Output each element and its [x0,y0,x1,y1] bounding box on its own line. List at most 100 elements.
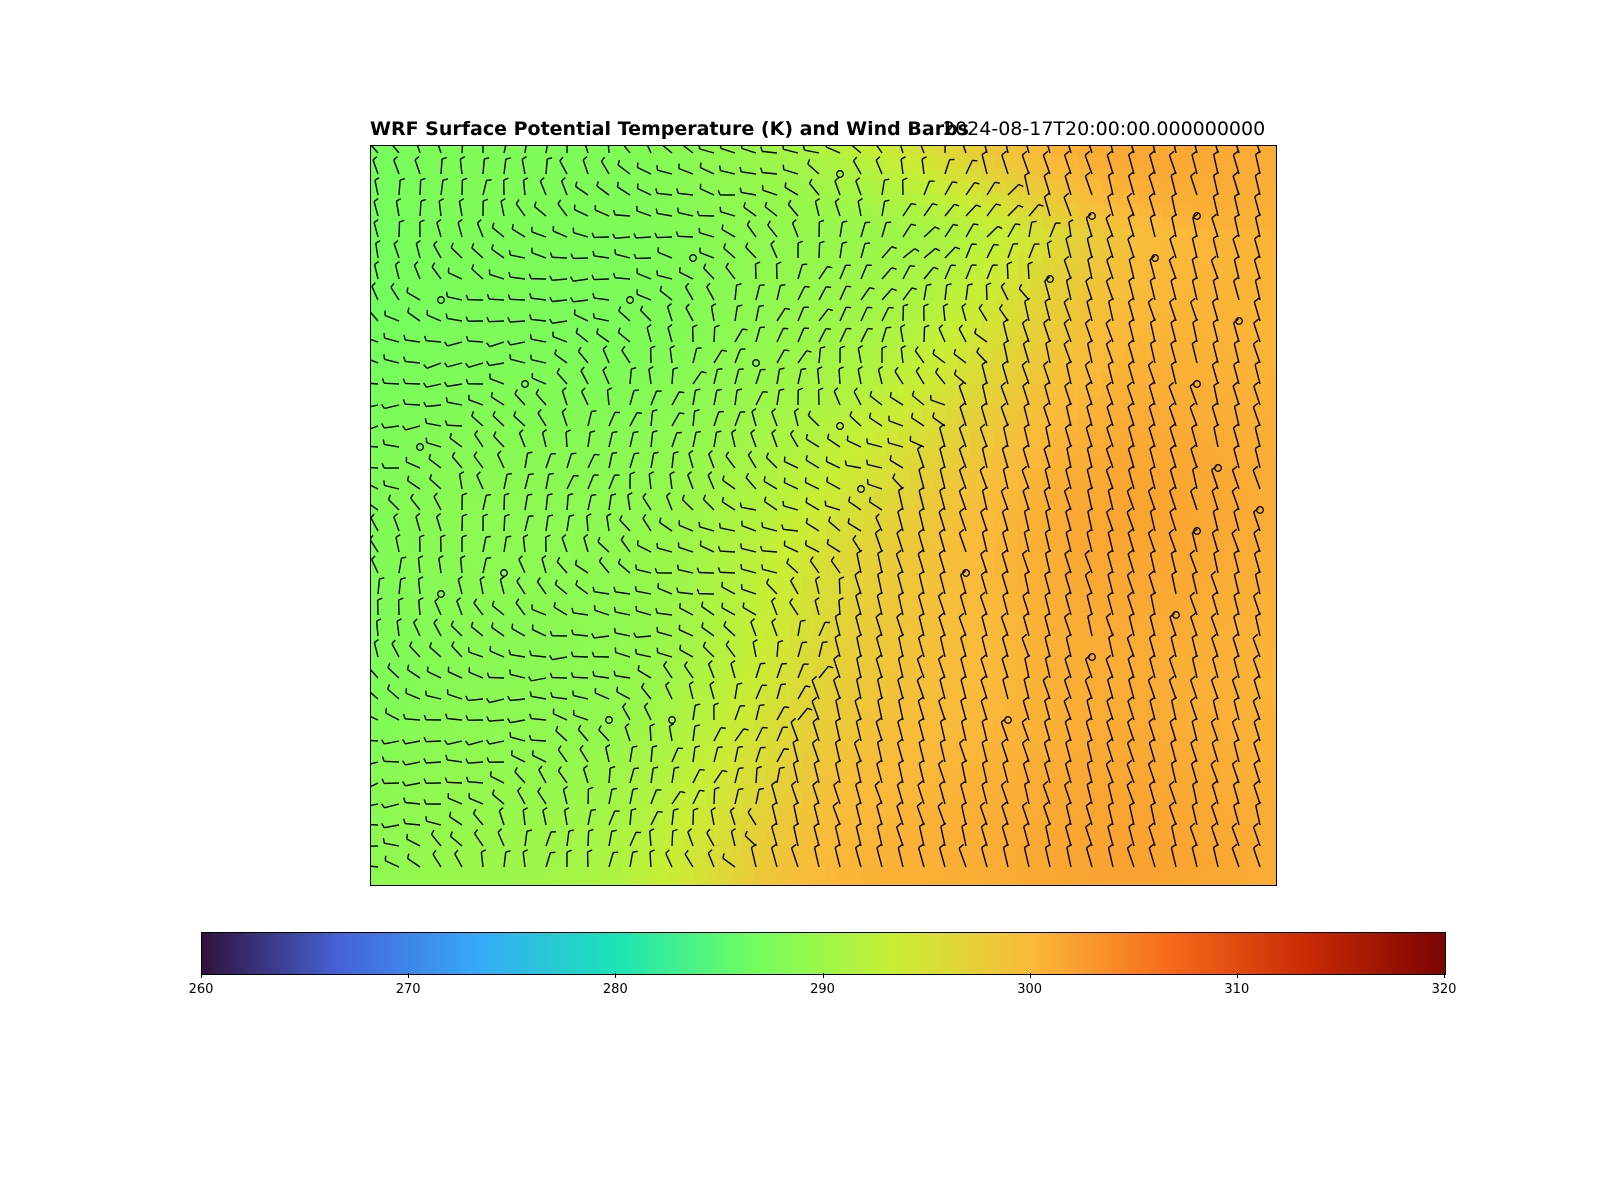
temperature-cell [586,481,599,494]
temperature-cell [430,721,443,734]
temperature-cell [466,169,479,182]
temperature-cell [970,637,983,650]
temperature-cell [1114,757,1127,770]
temperature-cell [490,577,503,590]
temperature-cell [670,289,683,302]
temperature-cell [538,205,551,218]
temperature-cell [1054,793,1067,806]
temperature-cell [1030,277,1043,290]
temperature-cell [994,541,1007,554]
temperature-cell [982,649,995,662]
temperature-cell [610,721,623,734]
temperature-cell [454,637,467,650]
temperature-cell [1234,229,1247,242]
temperature-cell [526,493,539,506]
temperature-cell [1258,517,1271,530]
temperature-cell [994,589,1007,602]
temperature-cell [382,373,395,386]
temperature-cell [922,637,935,650]
temperature-cell [1006,661,1019,674]
temperature-cell [370,781,383,794]
temperature-cell [610,637,623,650]
temperature-cell [634,529,647,542]
temperature-cell [682,721,695,734]
temperature-cell [370,589,383,602]
temperature-cell [982,421,995,434]
temperature-cell [754,145,767,158]
temperature-cell [826,229,839,242]
temperature-cell [1270,157,1277,170]
temperature-cell [886,505,899,518]
temperature-cell [718,709,731,722]
temperature-cell [1078,877,1091,886]
temperature-cell [826,409,839,422]
temperature-cell [1258,337,1271,350]
temperature-cell [646,373,659,386]
temperature-cell [382,553,395,566]
temperature-cell [970,349,983,362]
temperature-cell [886,553,899,566]
temperature-cell [1270,361,1277,374]
temperature-cell [970,277,983,290]
temperature-cell [562,805,575,818]
temperature-cell [1018,409,1031,422]
temperature-cell [658,769,671,782]
temperature-cell [754,289,767,302]
temperature-cell [970,601,983,614]
temperature-cell [814,493,827,506]
temperature-cell [406,469,419,482]
temperature-cell [1198,481,1211,494]
temperature-cell [1150,757,1163,770]
temperature-cell [574,289,587,302]
temperature-cell [382,769,395,782]
temperature-cell [778,181,791,194]
temperature-cell [1126,301,1139,314]
temperature-cell [790,649,803,662]
temperature-cell [550,781,563,794]
temperature-cell [1114,661,1127,674]
temperature-cell [1162,313,1175,326]
temperature-cell [1090,145,1103,158]
temperature-cell [622,157,635,170]
temperature-cell [1270,637,1277,650]
temperature-cell [1018,157,1031,170]
temperature-cell [658,865,671,878]
temperature-cell [646,481,659,494]
temperature-cell [1114,241,1127,254]
temperature-cell [418,373,431,386]
temperature-cell [406,433,419,446]
temperature-cell [622,349,635,362]
temperature-cell [1258,253,1271,266]
temperature-cell [886,541,899,554]
temperature-cell [946,793,959,806]
temperature-cell [1114,709,1127,722]
temperature-cell [514,325,527,338]
temperature-cell [982,397,995,410]
temperature-cell [862,793,875,806]
temperature-cell [1066,589,1079,602]
temperature-cell [1078,181,1091,194]
temperature-cell [1054,529,1067,542]
temperature-cell [1174,505,1187,518]
temperature-cell [970,757,983,770]
temperature-cell [574,589,587,602]
temperature-cell [670,565,683,578]
temperature-cell [514,517,527,530]
temperature-cell [766,385,779,398]
temperature-cell [826,241,839,254]
temperature-cell [538,313,551,326]
temperature-cell [946,649,959,662]
temperature-cell [382,565,395,578]
temperature-cell [598,469,611,482]
temperature-cell [514,373,527,386]
temperature-cell [946,529,959,542]
temperature-cell [1138,529,1151,542]
temperature-cell [1198,709,1211,722]
temperature-cell [1042,757,1055,770]
temperature-cell [634,469,647,482]
temperature-cell [538,457,551,470]
temperature-cell [742,745,755,758]
temperature-cell [634,817,647,830]
temperature-cell [922,721,935,734]
temperature-cell [1114,361,1127,374]
